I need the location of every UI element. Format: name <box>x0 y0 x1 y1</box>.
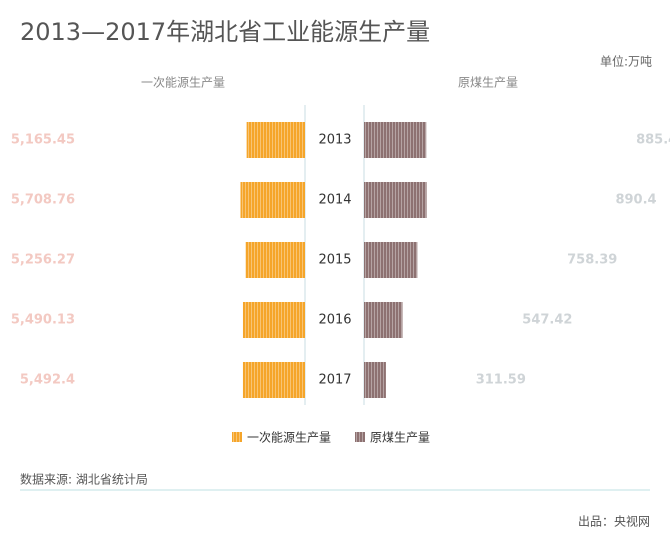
left-header: 一次能源生产量 <box>141 76 225 90</box>
bar <box>242 302 305 338</box>
value-label: 5,708.76 <box>11 193 75 208</box>
right-header: 原煤生产量 <box>458 76 518 90</box>
chart-title: 2013—2017年湖北省工业能源生产量 <box>20 18 430 46</box>
category-label: 2014 <box>318 193 351 208</box>
category-label: 2016 <box>318 313 351 328</box>
bar <box>242 362 305 398</box>
bar <box>246 122 305 158</box>
value-label: 5,490.13 <box>11 313 75 328</box>
bar <box>364 122 427 158</box>
credit: 出品：央视网 <box>578 514 650 529</box>
legend-swatch <box>355 432 365 442</box>
bar <box>364 182 427 218</box>
unit-label: 单位:万吨 <box>600 54 652 69</box>
bar <box>364 362 386 398</box>
value-label: 5,165.45 <box>11 133 75 148</box>
bar <box>245 242 305 278</box>
bar <box>240 182 305 218</box>
value-label: 5,256.27 <box>11 253 75 268</box>
value-label: 885.42 <box>636 133 670 148</box>
legend-label: 一次能源生产量 <box>247 431 331 445</box>
category-label: 2015 <box>318 253 351 268</box>
legend-swatch <box>232 432 242 442</box>
source: 数据来源: 湖北省统计局 <box>20 472 148 487</box>
value-label: 311.59 <box>476 373 526 388</box>
bar <box>364 302 403 338</box>
bar <box>364 242 418 278</box>
value-label: 890.4 <box>615 193 656 208</box>
value-label: 758.39 <box>567 253 617 268</box>
value-label: 5,492.4 <box>20 373 75 388</box>
value-label: 547.42 <box>522 313 572 328</box>
legend-label: 原煤生产量 <box>370 431 430 445</box>
category-label: 2017 <box>318 373 351 388</box>
category-label: 2013 <box>318 133 351 148</box>
